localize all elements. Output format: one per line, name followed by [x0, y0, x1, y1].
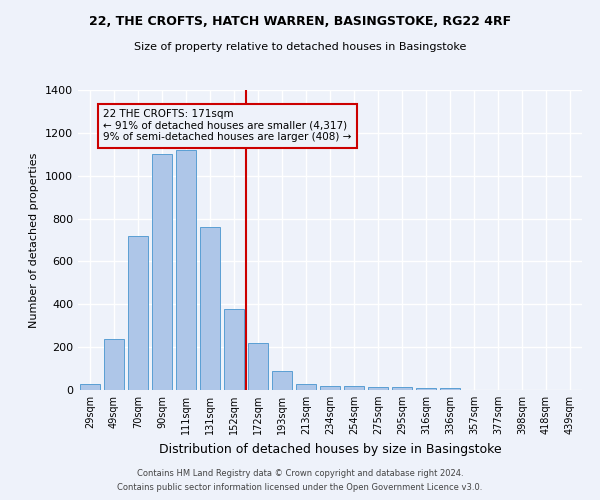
- Text: Size of property relative to detached houses in Basingstoke: Size of property relative to detached ho…: [134, 42, 466, 52]
- Bar: [104, 338, 124, 390]
- X-axis label: Distribution of detached houses by size in Basingstoke: Distribution of detached houses by size …: [158, 442, 502, 456]
- Bar: [200, 227, 220, 390]
- Bar: [176, 150, 196, 390]
- Bar: [248, 343, 268, 390]
- Bar: [224, 308, 244, 390]
- Text: Contains HM Land Registry data © Crown copyright and database right 2024.: Contains HM Land Registry data © Crown c…: [137, 468, 463, 477]
- Text: 22, THE CROFTS, HATCH WARREN, BASINGSTOKE, RG22 4RF: 22, THE CROFTS, HATCH WARREN, BASINGSTOK…: [89, 15, 511, 28]
- Bar: [296, 384, 316, 390]
- Bar: [128, 236, 148, 390]
- Bar: [320, 386, 340, 390]
- Bar: [80, 384, 100, 390]
- Text: 22 THE CROFTS: 171sqm
← 91% of detached houses are smaller (4,317)
9% of semi-de: 22 THE CROFTS: 171sqm ← 91% of detached …: [103, 110, 352, 142]
- Bar: [368, 387, 388, 390]
- Bar: [440, 388, 460, 390]
- Bar: [152, 154, 172, 390]
- Bar: [272, 370, 292, 390]
- Bar: [392, 387, 412, 390]
- Y-axis label: Number of detached properties: Number of detached properties: [29, 152, 40, 328]
- Text: Contains public sector information licensed under the Open Government Licence v3: Contains public sector information licen…: [118, 484, 482, 492]
- Bar: [416, 388, 436, 390]
- Bar: [344, 386, 364, 390]
